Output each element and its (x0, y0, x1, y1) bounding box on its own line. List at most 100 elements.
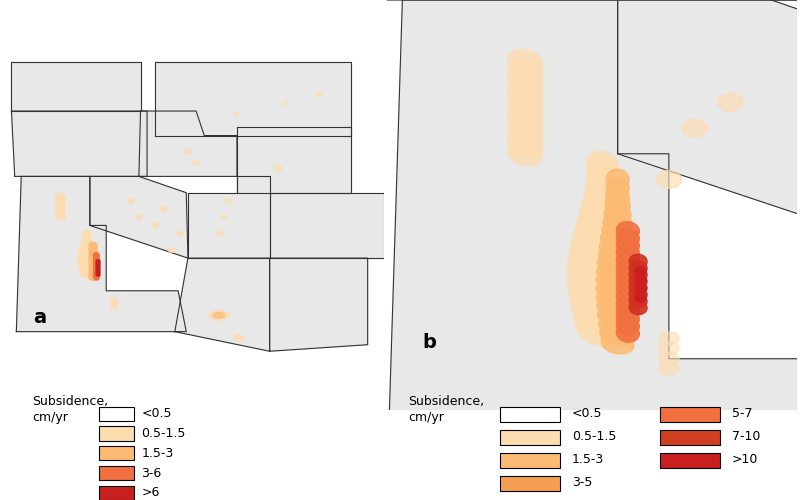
Ellipse shape (508, 125, 543, 149)
Ellipse shape (221, 215, 227, 220)
Polygon shape (155, 62, 351, 136)
Ellipse shape (573, 228, 632, 256)
Ellipse shape (658, 342, 679, 355)
Text: 0.5-1.5: 0.5-1.5 (142, 427, 186, 440)
Ellipse shape (78, 252, 94, 258)
Ellipse shape (82, 232, 90, 239)
Ellipse shape (78, 264, 94, 272)
Ellipse shape (96, 262, 100, 266)
Ellipse shape (56, 199, 66, 205)
Ellipse shape (616, 258, 639, 276)
Ellipse shape (597, 298, 638, 320)
Ellipse shape (209, 310, 229, 320)
Text: 1.5-3: 1.5-3 (142, 447, 174, 460)
Ellipse shape (616, 236, 639, 255)
Ellipse shape (111, 306, 118, 309)
Ellipse shape (598, 255, 638, 276)
Polygon shape (11, 111, 147, 176)
Ellipse shape (616, 222, 639, 240)
Ellipse shape (89, 272, 97, 278)
Text: Subsidence,
cm/yr: Subsidence, cm/yr (32, 396, 108, 423)
Text: a: a (33, 308, 46, 328)
Ellipse shape (152, 223, 158, 228)
Ellipse shape (599, 238, 636, 259)
Ellipse shape (89, 252, 97, 258)
Ellipse shape (78, 260, 95, 268)
Ellipse shape (79, 248, 94, 254)
Ellipse shape (629, 261, 647, 275)
Ellipse shape (616, 229, 639, 247)
Ellipse shape (111, 300, 118, 304)
Ellipse shape (629, 274, 647, 288)
Ellipse shape (575, 312, 630, 340)
Ellipse shape (682, 119, 707, 137)
Ellipse shape (616, 266, 639, 283)
Ellipse shape (81, 243, 93, 250)
Ellipse shape (597, 264, 638, 285)
Ellipse shape (596, 281, 639, 302)
Ellipse shape (570, 242, 635, 270)
Polygon shape (175, 258, 270, 351)
Ellipse shape (94, 270, 99, 275)
Ellipse shape (598, 307, 638, 328)
Ellipse shape (508, 92, 543, 116)
Polygon shape (90, 176, 188, 258)
Ellipse shape (56, 202, 66, 208)
Ellipse shape (94, 276, 99, 280)
Bar (99, 406, 134, 421)
Ellipse shape (82, 234, 90, 241)
Ellipse shape (616, 317, 639, 335)
Ellipse shape (82, 241, 92, 248)
Bar (99, 446, 134, 460)
Ellipse shape (570, 290, 634, 319)
Ellipse shape (508, 74, 543, 98)
Ellipse shape (568, 248, 636, 277)
Ellipse shape (214, 312, 225, 318)
Bar (500, 452, 560, 468)
Ellipse shape (635, 266, 646, 276)
Ellipse shape (78, 262, 95, 270)
Ellipse shape (136, 215, 142, 220)
Polygon shape (270, 258, 368, 351)
Ellipse shape (96, 265, 100, 268)
Ellipse shape (574, 220, 630, 248)
Text: 7-10: 7-10 (732, 430, 760, 443)
Text: <0.5: <0.5 (142, 407, 172, 420)
Ellipse shape (89, 258, 97, 264)
Bar (660, 406, 720, 422)
Ellipse shape (577, 320, 627, 346)
Ellipse shape (168, 248, 175, 252)
Ellipse shape (94, 273, 99, 278)
Ellipse shape (635, 284, 646, 294)
Text: b: b (423, 334, 437, 352)
Ellipse shape (569, 284, 636, 312)
Ellipse shape (96, 270, 100, 274)
Ellipse shape (94, 255, 99, 260)
Ellipse shape (508, 134, 543, 158)
Ellipse shape (635, 292, 646, 302)
Ellipse shape (508, 100, 543, 124)
Ellipse shape (629, 254, 647, 268)
Ellipse shape (586, 151, 618, 177)
Ellipse shape (571, 234, 634, 262)
Ellipse shape (94, 268, 99, 272)
Ellipse shape (567, 262, 638, 292)
Ellipse shape (616, 310, 639, 328)
Text: >6: >6 (142, 486, 160, 500)
Ellipse shape (89, 270, 97, 276)
Ellipse shape (111, 298, 118, 300)
Ellipse shape (78, 258, 95, 265)
Ellipse shape (56, 214, 66, 220)
Ellipse shape (96, 260, 100, 263)
Polygon shape (387, 0, 800, 487)
Ellipse shape (274, 165, 282, 172)
Ellipse shape (635, 275, 646, 285)
Ellipse shape (78, 256, 95, 263)
Text: <0.5: <0.5 (572, 407, 602, 420)
Ellipse shape (629, 300, 647, 314)
Polygon shape (139, 111, 237, 176)
Ellipse shape (658, 352, 679, 365)
Polygon shape (16, 176, 186, 332)
Ellipse shape (234, 335, 243, 342)
Ellipse shape (282, 101, 290, 105)
